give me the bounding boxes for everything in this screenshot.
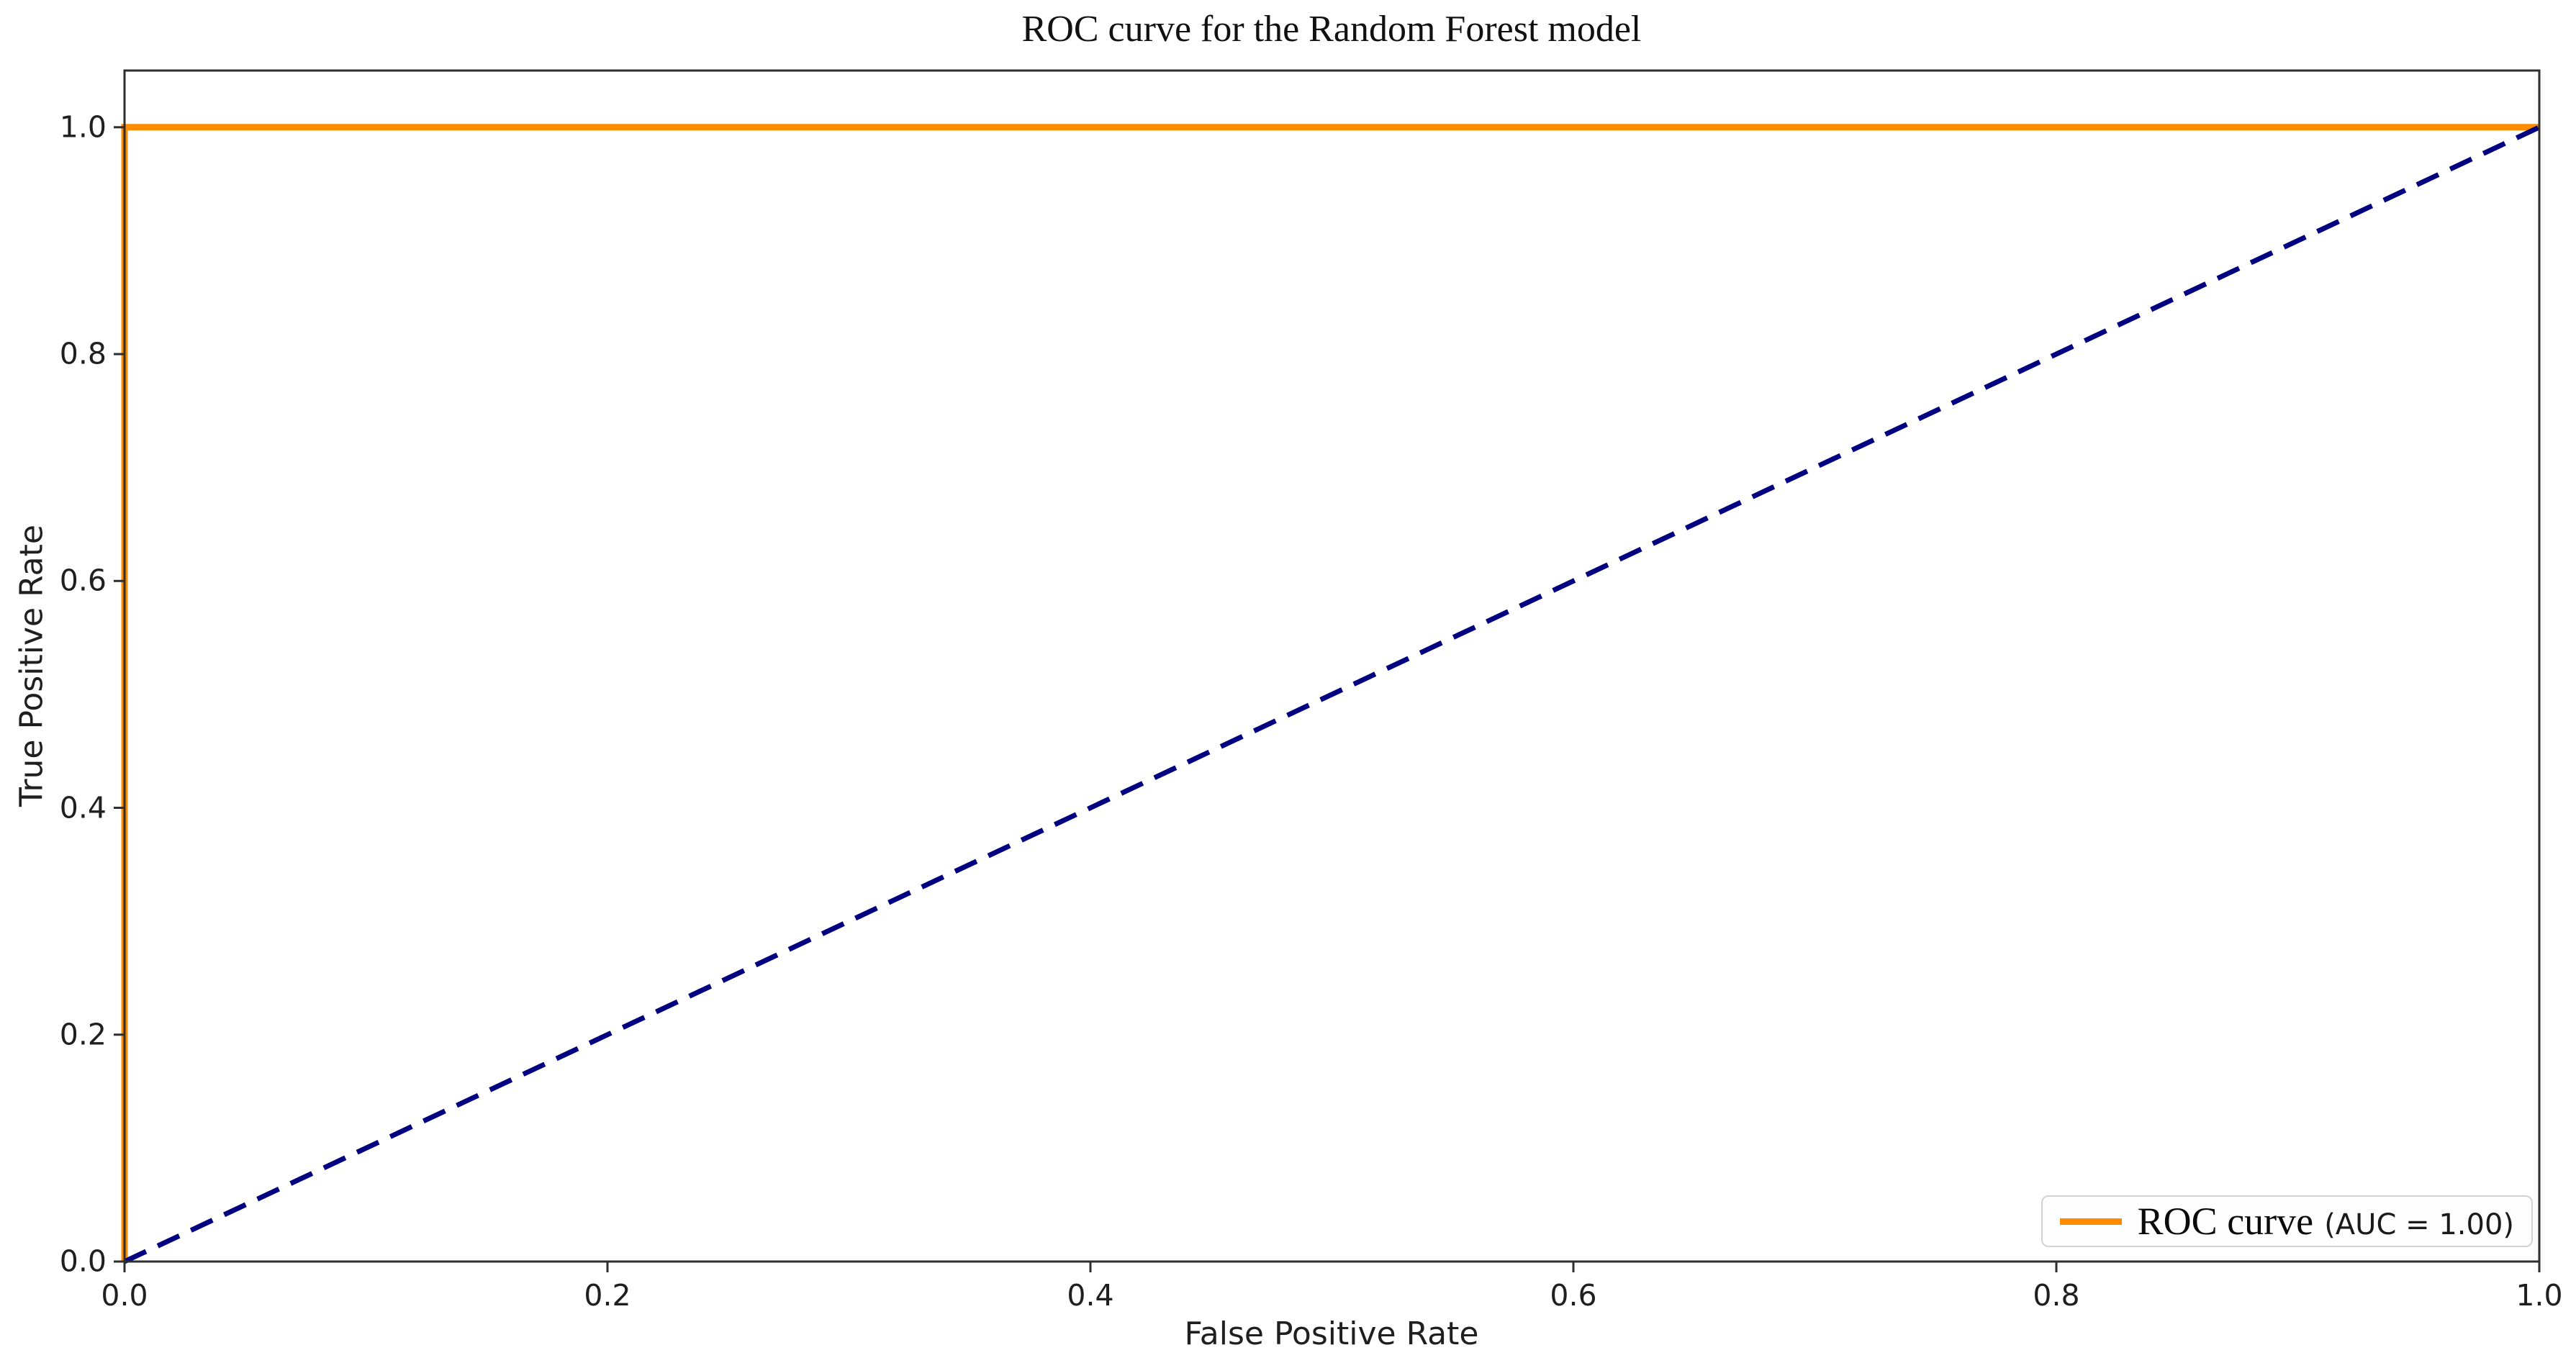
x-tick-label: 0.0 xyxy=(101,1278,148,1313)
y-tick-label: 0.2 xyxy=(59,1017,107,1052)
x-tick-label: 1.0 xyxy=(2516,1278,2563,1313)
x-tick-label: 0.8 xyxy=(2033,1278,2080,1313)
y-tick-label: 0.6 xyxy=(59,563,107,598)
legend-entry: ROC curve (AUC = 1.00) xyxy=(2138,1199,2514,1244)
chart-title: ROC curve for the Random Forest model xyxy=(1021,9,1642,50)
x-tick-label: 0.2 xyxy=(584,1278,631,1313)
legend-label-auc: (AUC = 1.00) xyxy=(2324,1208,2514,1241)
chance-diagonal-line xyxy=(123,124,2541,1264)
x-tick-label: 0.6 xyxy=(1550,1278,1597,1313)
legend: ROC curve (AUC = 1.00) xyxy=(2041,1195,2533,1247)
y-tick-label: 0.8 xyxy=(59,336,107,371)
x-axis-label: False Positive Rate xyxy=(1184,1316,1479,1352)
roc-curve-legend-line xyxy=(2059,1218,2122,1225)
plot-border xyxy=(123,69,2541,1263)
y-tick-label: 1.0 xyxy=(59,109,107,145)
x-tick-label: 0.4 xyxy=(1067,1278,1114,1313)
y-tick-label: 0.4 xyxy=(59,790,107,825)
y-tick-label: 0.0 xyxy=(59,1244,107,1279)
legend-label-main: ROC curve xyxy=(2137,1200,2314,1243)
